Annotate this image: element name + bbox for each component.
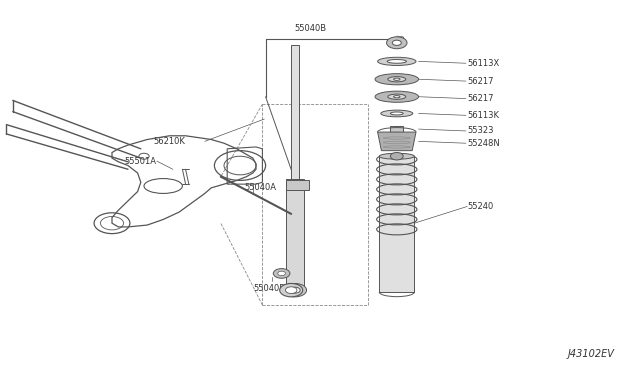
Ellipse shape (378, 57, 416, 65)
Ellipse shape (375, 74, 419, 85)
Ellipse shape (375, 91, 419, 102)
Text: 55040B: 55040B (294, 24, 326, 33)
Polygon shape (378, 132, 416, 151)
Ellipse shape (390, 112, 403, 115)
Text: 56217: 56217 (467, 77, 493, 86)
Text: 56217: 56217 (467, 94, 493, 103)
Polygon shape (286, 180, 309, 190)
Polygon shape (286, 179, 304, 290)
Text: 55040BA: 55040BA (253, 284, 291, 293)
Circle shape (278, 271, 285, 276)
Ellipse shape (394, 78, 400, 80)
Text: 55323: 55323 (467, 126, 493, 135)
Circle shape (284, 283, 307, 297)
Circle shape (392, 40, 401, 45)
Text: 56113X: 56113X (467, 59, 499, 68)
Circle shape (285, 287, 297, 294)
Ellipse shape (388, 94, 406, 99)
Text: J43102EV: J43102EV (568, 349, 614, 359)
Text: 55248N: 55248N (467, 139, 500, 148)
Polygon shape (380, 156, 415, 292)
Ellipse shape (394, 96, 400, 98)
Ellipse shape (379, 153, 415, 159)
Circle shape (280, 283, 303, 297)
Polygon shape (390, 126, 403, 132)
Text: 55501A: 55501A (125, 157, 157, 166)
Circle shape (273, 269, 290, 278)
Circle shape (390, 153, 403, 160)
Text: 55240: 55240 (467, 202, 493, 211)
Ellipse shape (387, 60, 406, 63)
Text: 55040A: 55040A (244, 183, 276, 192)
Text: 56113K: 56113K (467, 111, 499, 120)
Polygon shape (291, 45, 299, 253)
Text: 56210K: 56210K (154, 137, 186, 146)
Ellipse shape (388, 77, 406, 82)
Ellipse shape (381, 110, 413, 117)
Circle shape (387, 37, 407, 49)
Circle shape (290, 287, 300, 293)
